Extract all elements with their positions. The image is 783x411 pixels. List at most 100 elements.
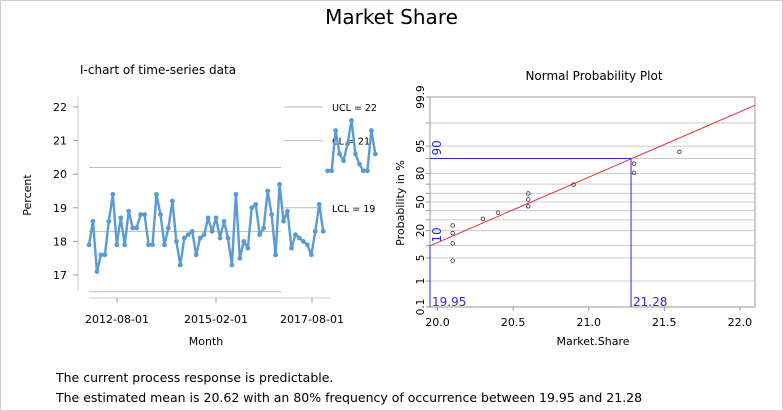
- ichart-data-point: [269, 212, 275, 217]
- probplot-data-point: [631, 161, 637, 166]
- ichart-data-point: [261, 225, 267, 231]
- ichart-data-point: [357, 161, 362, 167]
- ichart-data-point: [345, 141, 350, 147]
- probplot-data-point: [677, 149, 682, 155]
- ichart-y-tick-label: 19: [53, 202, 67, 215]
- ichart-data-point: [304, 242, 310, 248]
- ichart-data-point: [333, 128, 339, 133]
- probplot-data-point: [526, 204, 531, 209]
- ichart-data-point: [257, 232, 263, 238]
- ichart-data-point: [289, 245, 294, 251]
- ichart-data-point: [316, 202, 322, 207]
- ichart-data-point: [297, 235, 302, 241]
- ichart-data-point: [114, 242, 120, 248]
- ichart-data-point: [329, 168, 335, 174]
- ichart-phase1-series-line: [87, 183, 325, 273]
- ichart-data-point: [177, 262, 183, 268]
- probplot-y-tick-label: 50: [415, 195, 427, 208]
- ichart-data-point: [130, 225, 136, 231]
- ichart-data-point: [320, 228, 326, 234]
- probplot-data-point: [450, 258, 455, 263]
- ichart-data-point: [217, 235, 223, 241]
- probplot-fit-line: [429, 104, 756, 247]
- ichart-data-point: [197, 235, 203, 241]
- probplot-data-point: [631, 170, 637, 175]
- ichart-data-point: [273, 252, 278, 258]
- ichart-data-point: [221, 218, 227, 224]
- ichart-title: I-chart of time-series data: [80, 63, 236, 77]
- ichart-data-point: [134, 225, 140, 231]
- ichart-control-label-lcl: LCL = 19: [332, 204, 375, 215]
- probplot-y-axis-title: Probability in %: [394, 160, 407, 246]
- probplot-y-tick-label: 99.9: [415, 85, 427, 108]
- probplot-quantile-p-label: 90: [430, 140, 444, 155]
- ichart-data-point: [162, 242, 167, 248]
- ichart-control-label-ucl: UCL = 22: [332, 103, 377, 114]
- ichart-data-point: [169, 198, 175, 204]
- ichart-data-point: [118, 215, 124, 221]
- probplot-title: Normal Probability Plot: [525, 69, 662, 83]
- ichart-data-point: [106, 218, 112, 224]
- ichart-data-point: [245, 245, 251, 251]
- probplot-quantile-x-label: 21.28: [633, 295, 667, 309]
- ichart-y-axis-title: Percent: [21, 174, 34, 216]
- ichart-data-point: [205, 215, 211, 221]
- ichart-control-label-center: CL = 21: [332, 137, 370, 148]
- ichart-y-tick-label: 17: [53, 269, 67, 282]
- summary-line-2: The estimated mean is 20.62 with an 80% …: [56, 390, 643, 405]
- probplot-x-axis-title: Market.Share: [556, 335, 629, 348]
- ichart-data-point: [126, 208, 132, 214]
- page-title: Market Share: [325, 5, 458, 29]
- probplot-y-tick-label: 20: [415, 224, 427, 237]
- ichart-data-point: [312, 228, 318, 234]
- ichart-data-point: [173, 239, 179, 244]
- ichart-y-tick-label: 18: [53, 235, 67, 248]
- probplot-data-point: [450, 241, 455, 246]
- probplot-data-point: [495, 210, 501, 216]
- ichart-y-tick-label: 21: [53, 135, 67, 148]
- ichart-data-point: [372, 151, 378, 157]
- probplot-y-tick-label: 5: [415, 255, 427, 262]
- ichart-data-point: [181, 235, 187, 241]
- ichart-x-axis-title: Month: [189, 335, 224, 348]
- summary-line-1: The current process response is predicta…: [56, 370, 334, 385]
- ichart-data-point: [341, 158, 346, 164]
- probplot-y-tick-label: 0.1: [415, 299, 427, 316]
- ichart-y-tick-label: 22: [53, 101, 67, 114]
- ichart-data-point: [94, 269, 100, 275]
- probplot-y-tick-label: 80: [415, 167, 427, 180]
- ichart-data-point: [300, 239, 306, 244]
- probplot-quantile-p-label: 10: [430, 227, 444, 242]
- ichart-data-point: [185, 232, 191, 238]
- ichart-data-point: [241, 239, 247, 244]
- ichart-data-point: [337, 151, 342, 157]
- ichart-data-point: [110, 191, 116, 197]
- probplot-y-tick-label: 1: [415, 278, 427, 285]
- ichart-data-point: [189, 228, 195, 234]
- probplot-data-point: [526, 191, 531, 196]
- ichart-data-point: [122, 242, 128, 248]
- probplot-x-tick-label: 22.0: [728, 316, 753, 329]
- probplot-x-tick-label: 20.0: [425, 316, 450, 329]
- ichart-data-point: [90, 218, 96, 224]
- ichart-data-point: [209, 228, 215, 234]
- ichart-data-point: [364, 168, 370, 174]
- ichart-data-point: [277, 181, 282, 187]
- probplot-data-point: [480, 216, 486, 222]
- ichart-x-tick-label: 2015-02-01: [184, 313, 248, 326]
- probplot-quantile-x-label: 19.95: [432, 295, 466, 309]
- probplot-y-tick-label: 95: [415, 139, 427, 152]
- ichart-data-point: [253, 202, 259, 207]
- ichart-data-point: [150, 242, 155, 248]
- ichart-data-point: [201, 232, 207, 238]
- ichart-data-point: [285, 208, 290, 214]
- ichart-data-point: [98, 252, 104, 258]
- probplot-x-tick-label: 20.5: [501, 316, 526, 329]
- ichart-data-point: [237, 255, 243, 261]
- ichart-data-point: [349, 118, 354, 123]
- ichart-data-point: [138, 212, 144, 217]
- ichart-data-point: [249, 205, 255, 211]
- ichart-data-point: [353, 151, 358, 157]
- ichart-data-point: [368, 128, 374, 133]
